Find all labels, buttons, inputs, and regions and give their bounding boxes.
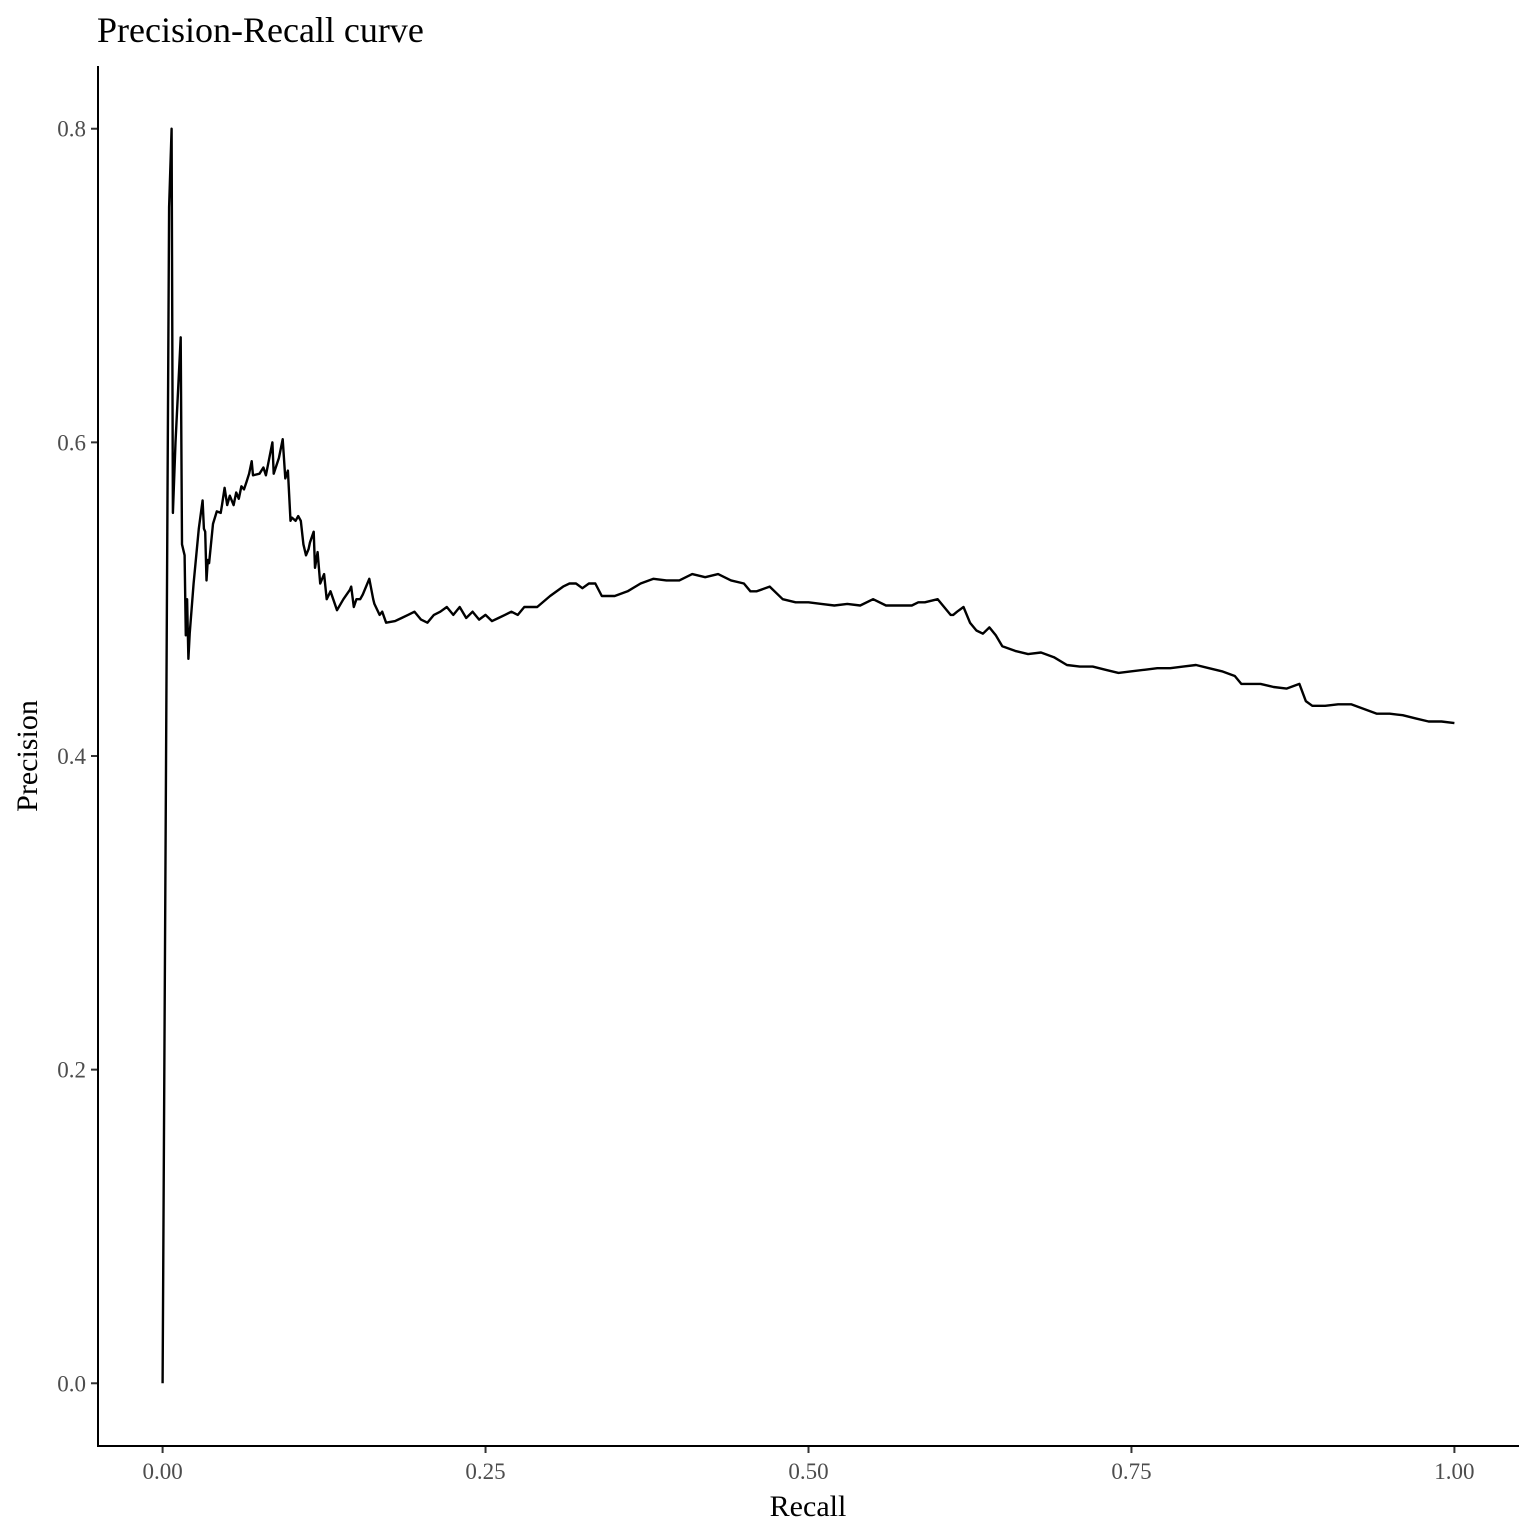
y-axis-title: Precision — [11, 700, 44, 812]
series-group — [161, 127, 1455, 1384]
y-tick-label: 0.0 — [57, 1371, 86, 1396]
x-axis-title: Recall — [770, 1490, 847, 1523]
y-tick-label: 0.2 — [57, 1058, 86, 1083]
x-tick-label: 0.00 — [142, 1459, 182, 1484]
x-tick-label: 0.75 — [1111, 1459, 1151, 1484]
x-tick-label: 0.50 — [788, 1459, 828, 1484]
y-tick-label: 0.4 — [57, 744, 86, 769]
y-tick-label: 0.6 — [57, 430, 86, 455]
x-tick-label: 1.00 — [1434, 1459, 1474, 1484]
y-tick-label: 0.8 — [57, 117, 86, 142]
x-axis-ticks: 0.00 0.25 0.50 0.75 1.00 — [142, 1446, 1475, 1484]
chart-title: Precision-Recall curve — [97, 10, 424, 50]
y-axis-ticks: 0.0 0.2 0.4 0.6 0.8 — [57, 117, 98, 1396]
x-tick-label: 0.25 — [465, 1459, 505, 1484]
precision-recall-line — [161, 127, 1455, 1384]
